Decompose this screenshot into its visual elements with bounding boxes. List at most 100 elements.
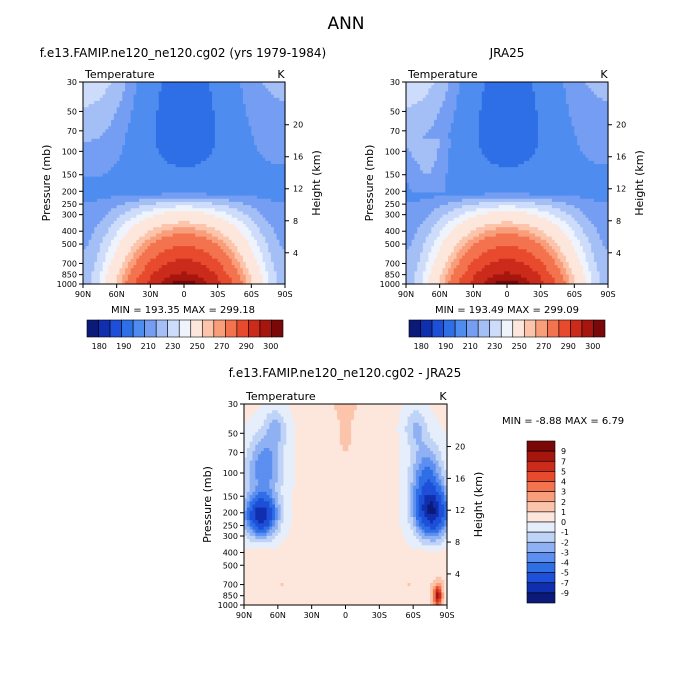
field-cell — [270, 88, 275, 93]
field-cell — [181, 100, 185, 105]
field-cell — [276, 113, 280, 118]
field-cell — [265, 85, 269, 89]
field-cell — [209, 179, 213, 184]
field-cell — [119, 126, 123, 130]
field-cell — [270, 195, 275, 200]
field-cell — [237, 205, 241, 209]
field-cell — [119, 91, 123, 96]
field-cell — [279, 126, 283, 130]
field-cell — [175, 186, 179, 190]
colorbar-swatch — [248, 319, 261, 338]
field-cell — [223, 145, 227, 149]
field-cell — [273, 189, 278, 194]
field-cell — [161, 211, 165, 216]
field-cell — [195, 100, 199, 105]
field-cell — [259, 154, 264, 159]
field-cell — [265, 91, 269, 96]
field-cell — [245, 104, 250, 108]
field-cell — [198, 154, 202, 159]
field-cell — [242, 164, 247, 168]
field-cell — [85, 110, 90, 115]
field-cell — [139, 145, 143, 149]
field-cell — [116, 154, 121, 159]
field-cell — [172, 160, 177, 165]
field-cell — [195, 164, 199, 168]
field-cell — [226, 148, 230, 153]
field-cell — [136, 214, 140, 219]
field-cell — [240, 211, 244, 216]
field-cell — [125, 123, 129, 127]
field-cell — [234, 224, 238, 228]
field-cell — [102, 217, 107, 222]
field-cell — [88, 94, 93, 99]
field-cell — [139, 192, 143, 197]
field-cell — [231, 205, 236, 209]
panel-model: f.e13.FAMIP.ne120_ne120.cg02 (yrs 1979-1… — [40, 46, 327, 351]
field-cell — [203, 129, 208, 134]
field-cell — [94, 205, 98, 209]
field-cell — [256, 189, 261, 194]
field-cell — [184, 201, 188, 206]
field-cell — [242, 205, 247, 209]
field-cell — [116, 211, 121, 216]
field-cell — [273, 100, 278, 105]
field-cell — [111, 205, 115, 209]
field-cell — [223, 160, 227, 165]
field-cell — [262, 110, 266, 115]
field-cell — [212, 176, 216, 181]
field-cell — [240, 183, 244, 187]
field-cell — [206, 148, 210, 153]
field-cell — [127, 129, 132, 134]
field-cell — [270, 132, 275, 137]
field-cell — [158, 160, 163, 165]
field-cell — [217, 100, 222, 105]
field-cell — [108, 160, 112, 165]
field-cell — [122, 179, 126, 184]
field-cell — [217, 214, 222, 219]
field-cell — [97, 192, 101, 197]
field-cell — [83, 141, 87, 146]
field-cell — [139, 211, 143, 216]
field-cell — [240, 192, 244, 197]
field-cell — [153, 157, 157, 162]
field-cell — [240, 173, 244, 178]
field-cell — [217, 88, 222, 93]
field-cell — [164, 129, 168, 134]
field-cell — [127, 91, 132, 96]
field-cell — [169, 94, 174, 99]
field-cell — [256, 132, 261, 137]
field-cell — [172, 85, 177, 89]
field-cell — [220, 100, 224, 105]
field-cell — [245, 148, 250, 153]
field-cell — [212, 157, 216, 162]
field-cell — [169, 192, 174, 197]
pressure-tick-label: 400 — [62, 227, 77, 236]
field-cell — [245, 208, 250, 213]
field-cell — [144, 126, 149, 130]
field-cell — [237, 154, 241, 159]
field-cell — [231, 198, 236, 203]
field-cell — [195, 211, 199, 216]
field-cell — [262, 141, 266, 146]
field-cell — [111, 211, 115, 216]
field-cell — [178, 91, 182, 96]
field-cell — [144, 205, 149, 209]
field-cell — [167, 113, 171, 118]
field-cell — [234, 201, 238, 206]
field-cell — [158, 208, 163, 213]
field-cell — [226, 170, 230, 175]
field-cell — [206, 198, 210, 203]
field-cell — [251, 179, 255, 184]
field-cell — [130, 104, 135, 108]
field-cell — [203, 183, 208, 187]
field-cell — [113, 123, 118, 127]
field-cell — [195, 154, 199, 159]
field-cell — [282, 85, 286, 89]
field-cell — [262, 211, 266, 216]
field-cell — [203, 116, 208, 121]
field-cell — [113, 141, 118, 146]
field-cell — [251, 104, 255, 108]
field-cell — [256, 110, 261, 115]
field-cell — [125, 214, 129, 219]
field-cell — [122, 113, 126, 118]
